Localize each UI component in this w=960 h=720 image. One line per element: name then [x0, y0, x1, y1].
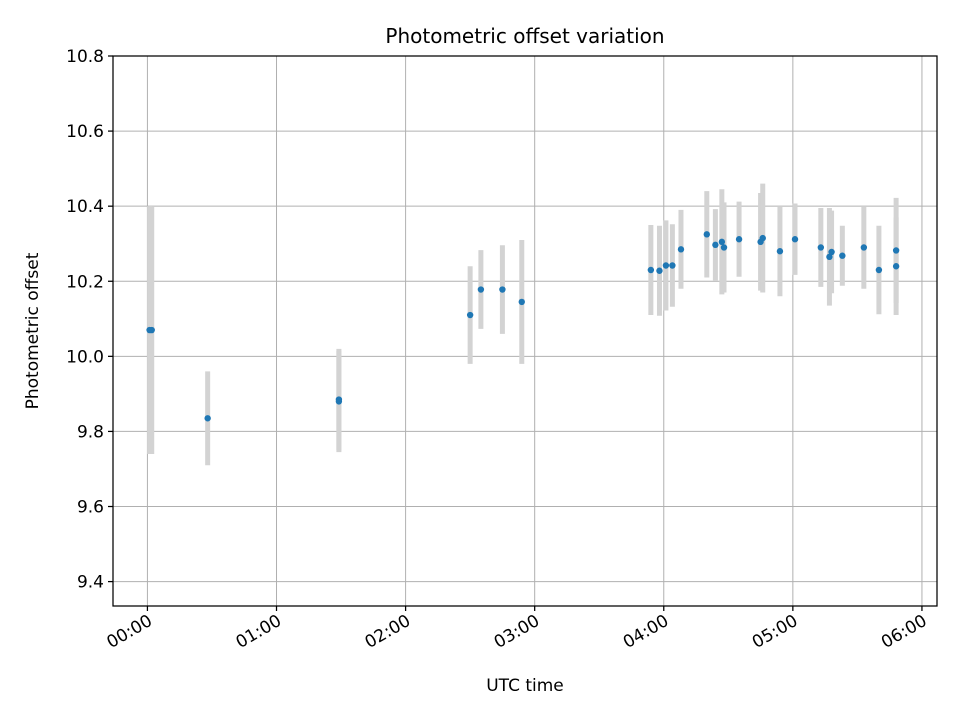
data-point [712, 241, 719, 249]
y-axis-label: Photometric offset [23, 252, 43, 409]
x-tick-label: 05:00 [749, 611, 801, 653]
error-bars [147, 183, 899, 466]
data-point [826, 253, 833, 261]
data-point [791, 236, 799, 243]
data-point [735, 236, 743, 243]
data-points [146, 231, 900, 422]
data-point [499, 286, 506, 293]
data-point [703, 231, 710, 238]
x-tick-label: 03:00 [491, 611, 543, 653]
data-point [518, 298, 525, 306]
y-tick-label: 9.6 [77, 498, 104, 518]
data-point [477, 286, 485, 293]
data-point [860, 244, 868, 251]
data-point [669, 262, 676, 269]
x-tick-label: 02:00 [362, 611, 414, 653]
y-tick-label: 10.0 [66, 347, 104, 367]
plot-frame [112, 55, 938, 607]
data-point [817, 244, 825, 251]
x-tick-label: 04:00 [620, 611, 672, 653]
data-point [759, 234, 766, 242]
data-point [839, 252, 846, 259]
data-point [148, 326, 155, 334]
data-point [718, 238, 726, 246]
x-tick-label: 06:00 [878, 611, 930, 653]
data-point [875, 266, 883, 274]
data-point [466, 311, 474, 319]
y-tick-label: 9.4 [77, 573, 104, 593]
data-point [647, 266, 655, 274]
data-point [662, 262, 670, 269]
y-tick-label: 9.8 [77, 422, 104, 442]
y-tick-label: 10.4 [66, 197, 104, 217]
data-point [776, 248, 784, 255]
grid [113, 55, 937, 606]
y-tick-label: 10.8 [66, 47, 104, 67]
data-point [656, 267, 663, 274]
data-point [204, 415, 211, 422]
data-point [677, 246, 685, 253]
data-point [892, 247, 900, 254]
x-axis-label: UTC time [486, 676, 564, 696]
data-point [720, 244, 728, 251]
y-tick-label: 10.6 [66, 122, 104, 142]
data-point [335, 398, 343, 405]
axis-ticks: 00:00 01:00 02:00 03:00 04:00 05:00 06:00 9.4 9.… [66, 47, 930, 653]
data-point [892, 263, 900, 270]
x-tick-label: 01:00 [233, 611, 285, 653]
data-point [828, 248, 835, 256]
x-tick-label: 00:00 [103, 611, 155, 653]
y-tick-label: 10.2 [66, 272, 104, 292]
chart-title: Photometric offset variation [385, 24, 664, 48]
